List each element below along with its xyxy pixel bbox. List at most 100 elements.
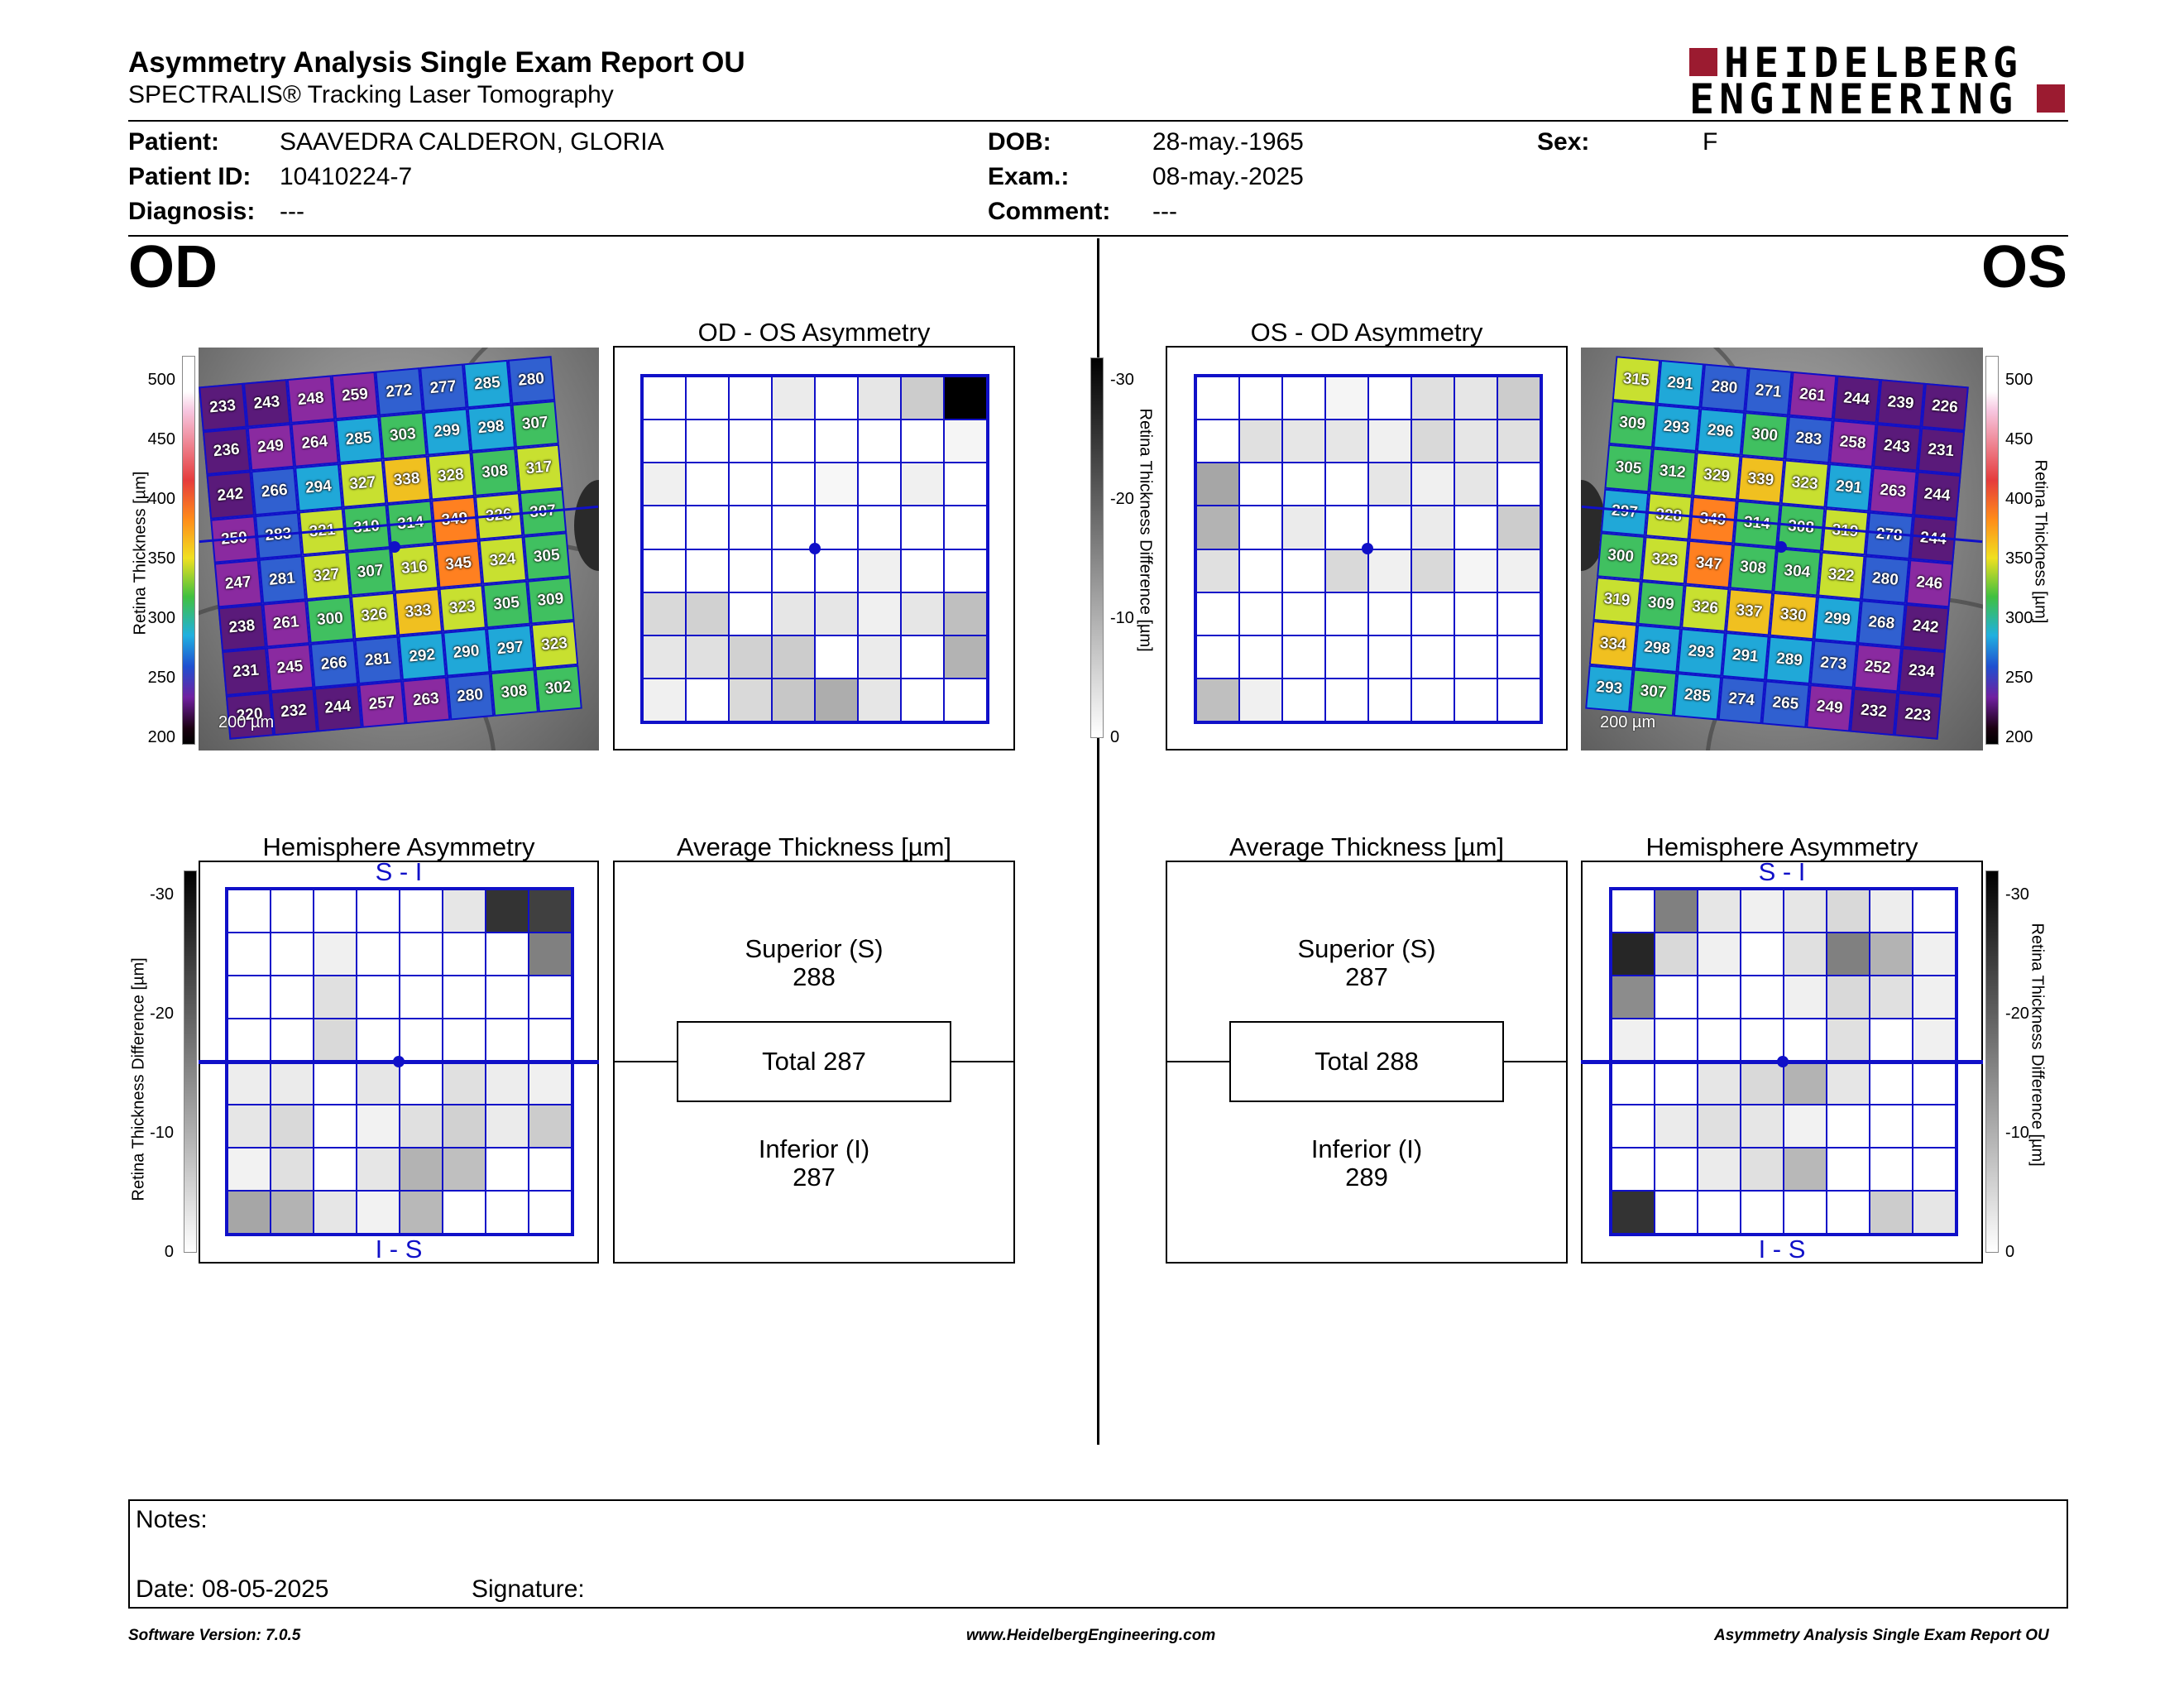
os-asym-cell — [1454, 376, 1497, 420]
od-thick-ticks-tick: 250 — [147, 669, 175, 687]
od-thickness-cell: 249 — [247, 423, 295, 472]
os-asym-cell — [1497, 678, 1540, 722]
os-inferior-label: Inferior (I) — [1310, 1134, 1423, 1163]
od-asym-cell — [729, 506, 772, 549]
os-asym-cell — [1239, 506, 1282, 549]
os-thickness-cell: 293 — [1585, 664, 1634, 713]
logo-line1: HEIDELBERG — [1724, 39, 2024, 87]
os-hemi-cell — [1698, 1062, 1741, 1105]
od-hemi-cell — [443, 933, 486, 976]
od-hemi-cell — [314, 976, 357, 1019]
os-hemi-axis-label: Retina Thickness Difference [µm] — [2028, 923, 2047, 1167]
od-asym-cell — [815, 635, 858, 679]
od-hemi-cell — [271, 1148, 314, 1191]
os-asym-cell — [1196, 635, 1239, 679]
od-hemi-cell — [400, 1105, 443, 1148]
signature-label: Signature: — [472, 1575, 585, 1603]
os-thick-ticks-tick: 500 — [2005, 371, 2033, 389]
od-asym-cell — [901, 635, 944, 679]
notes-label: Notes: — [136, 1506, 208, 1533]
od-thickness-cell: 294 — [295, 463, 343, 512]
od-asym-cell — [686, 592, 729, 635]
od-hemi-cell — [271, 890, 314, 933]
os-thickness-cell: 242 — [1901, 603, 1950, 652]
od-thickness-cell: 324 — [478, 536, 527, 584]
od-asym-cell — [729, 463, 772, 506]
od-asym-cell — [815, 592, 858, 635]
website-link[interactable]: www.HeidelbergEngineering.com — [966, 1627, 1216, 1644]
od-thickness-cell: 261 — [261, 599, 310, 648]
od-asym-cell — [686, 678, 729, 722]
os-hemi-cell — [1655, 1105, 1698, 1148]
os-thickness-cell: 231 — [1917, 427, 1966, 476]
od-asym-cell — [643, 635, 686, 679]
od-thick-ticks-tick: 500 — [147, 371, 175, 389]
od-thickness-cell: 281 — [258, 555, 307, 604]
od-thickness-cell: 323 — [438, 583, 486, 632]
os-asym-cell — [1497, 376, 1540, 420]
os-hemi-cell — [1870, 1105, 1913, 1148]
os-thick-ticks-tick: 400 — [2005, 490, 2033, 508]
od-hemi-cell — [400, 933, 443, 976]
od-thickness-axis-label: Retina Thickness [µm] — [131, 471, 150, 635]
os-thickness-cell: 271 — [1744, 367, 1793, 416]
os-asym-cell — [1368, 463, 1411, 506]
os-hemi-cell — [1870, 1148, 1913, 1191]
od-asym-cell — [643, 463, 686, 506]
os-hemi-cell — [1655, 933, 1698, 976]
os-hemi-cell — [1741, 1062, 1784, 1105]
os-asym-cell — [1497, 463, 1540, 506]
od-asym-cell — [686, 463, 729, 506]
os-asym-cell — [1325, 463, 1368, 506]
os-thickness-cell: 329 — [1693, 452, 1741, 501]
od-asym-cell — [729, 678, 772, 722]
os-thick-ticks-tick: 200 — [2005, 728, 2033, 746]
od-asym-cell — [901, 678, 944, 722]
od-hemi-cell — [228, 1105, 271, 1148]
os-superior-value: 287 — [1345, 962, 1388, 991]
os-superior: Superior (S) 287 — [1166, 935, 1568, 991]
od-thickness-cell: 292 — [398, 631, 447, 680]
os-asym-cell — [1454, 678, 1497, 722]
od-hemi-cell — [228, 933, 271, 976]
od-hemi-cell — [314, 1105, 357, 1148]
os-hemi-cell — [1698, 933, 1741, 976]
od-avg-title: Average Thickness [µm] — [676, 832, 952, 861]
os-asym-cell — [1454, 635, 1497, 679]
od-hemi-cell — [529, 1191, 572, 1234]
od-hemi-title: Hemisphere Asymmetry — [262, 832, 535, 861]
od-asym-cell — [686, 376, 729, 420]
os-asym-cell — [1454, 463, 1497, 506]
od-hemi-cell — [443, 1191, 486, 1234]
os-asym-cell — [1368, 506, 1411, 549]
os-asym-fovea-dot — [1362, 543, 1373, 554]
os-asym-cell — [1454, 549, 1497, 592]
od-hemi-ticks-tick: -30 — [150, 885, 174, 904]
os-asym-cell — [1497, 592, 1540, 635]
od-eye-label: OD — [128, 234, 218, 300]
os-thickness-cell: 223 — [1894, 691, 1942, 740]
os-hemi-cell — [1827, 1019, 1870, 1062]
od-thickness-cell: 247 — [213, 559, 262, 607]
od-thickness-cell: 266 — [250, 467, 299, 516]
notes-box[interactable] — [128, 1499, 2068, 1609]
exam-value: 08-may.-2025 — [1152, 163, 1304, 190]
od-asym-cell — [772, 635, 815, 679]
od-hemi-cell — [271, 1105, 314, 1148]
os-asym-cell — [1196, 376, 1239, 420]
center-diff-ticks-tick: -10 — [1110, 609, 1134, 627]
od-thickness-cell: 243 — [242, 379, 291, 428]
os-thickness-cell: 315 — [1612, 356, 1660, 405]
od-hemi-cell — [228, 1191, 271, 1234]
od-asym-cell — [643, 549, 686, 592]
os-hemi-cell — [1870, 890, 1913, 933]
od-hemi-cell — [228, 976, 271, 1019]
os-hemi-cell — [1827, 890, 1870, 933]
os-asym-cell — [1368, 420, 1411, 463]
os-hemi-cell — [1612, 1019, 1655, 1062]
od-hemi-cell — [357, 1105, 400, 1148]
od-hemi-cell — [400, 1191, 443, 1234]
os-asym-cell — [1196, 506, 1239, 549]
od-hemi-cell — [443, 1105, 486, 1148]
od-asym-cell — [815, 376, 858, 420]
